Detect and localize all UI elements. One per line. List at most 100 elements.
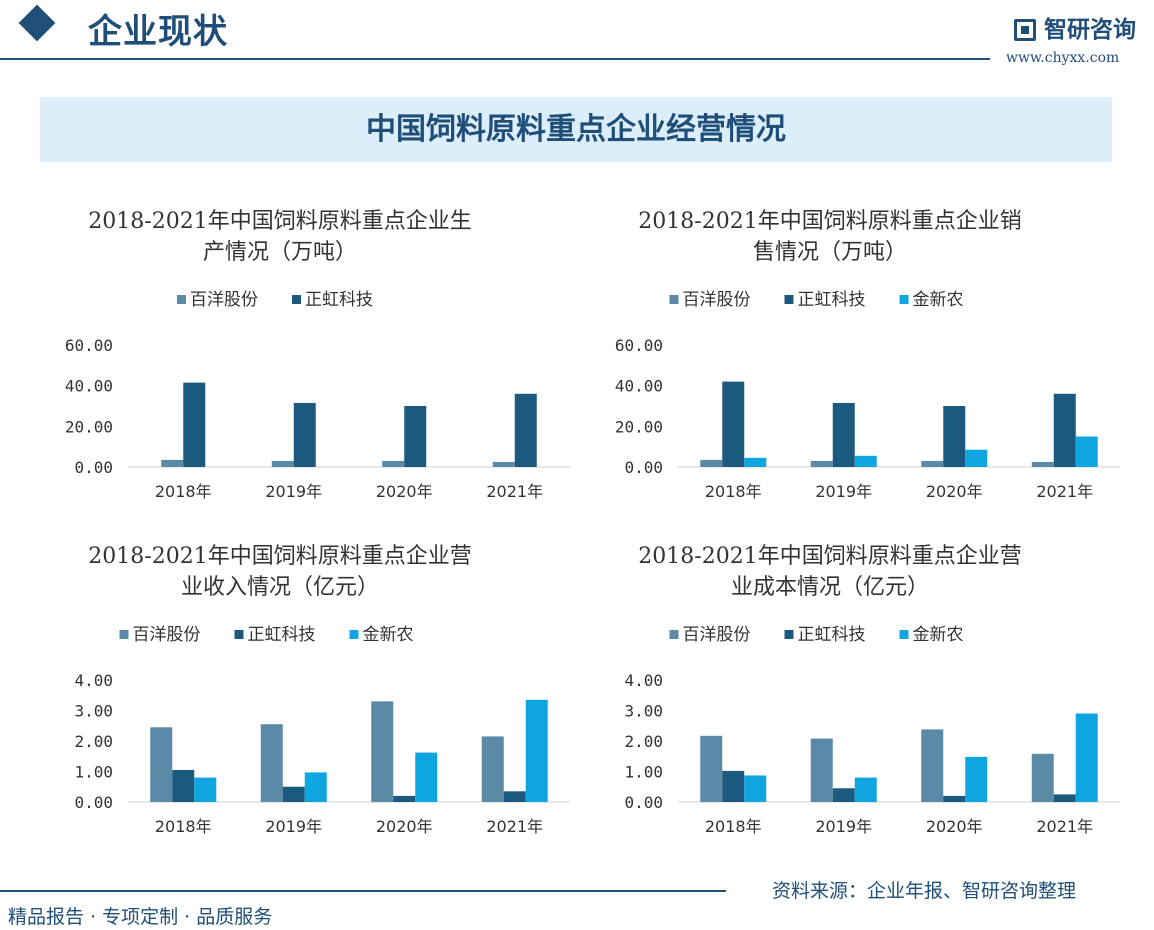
y-tick-label: 4.00 [624,671,663,690]
y-tick-label: 60.00 [65,336,113,355]
chart-title-line: 业成本情况（亿元） [731,575,929,600]
legend-label: 正虹科技 [798,625,866,645]
bar [172,769,195,802]
bar [700,459,723,467]
x-tick-label: 2019年 [265,482,322,501]
bar [492,461,515,467]
chart-title-line: 2018-2021年中国饲料原料重点企业生 [88,209,471,234]
y-tick-label: 0.00 [624,458,663,477]
x-tick-label: 2019年 [265,817,322,836]
x-tick-label: 2020年 [926,817,983,836]
banner-title: 中国饲料原料重点企业经营情况 [366,112,786,147]
chart-title-line: 2018-2021年中国饲料原料重点企业销 [638,209,1021,234]
x-tick-label: 2018年 [705,482,762,501]
bar [371,701,394,802]
legend-label: 百洋股份 [190,290,258,310]
y-tick-label: 0.00 [74,793,113,812]
chart-title-line: 2018-2021年中国饲料原料重点企业营 [638,544,1021,569]
legend-swatch [899,295,909,304]
website-url[interactable]: www.chyxx.com [1006,50,1120,66]
bar [1031,753,1054,802]
bar [722,381,745,467]
legend-label: 百洋股份 [683,625,751,645]
legend-label: 金新农 [363,625,414,645]
x-tick-label: 2021年 [1036,482,1093,501]
x-tick-label: 2019年 [815,817,872,836]
y-tick-label: 40.00 [65,377,113,396]
legend-label: 正虹科技 [248,625,316,645]
y-tick-label: 2.00 [74,732,113,751]
legend-swatch [292,295,301,304]
x-tick-label: 2018年 [155,817,212,836]
footer-source: 资料来源：企业年报、智研咨询整理 [772,880,1077,902]
y-tick-label: 20.00 [615,417,663,436]
chart-title-line: 售情况（万吨） [753,240,907,265]
x-tick-label: 2021年 [486,817,543,836]
bar [1075,436,1098,467]
bar [744,457,767,467]
bar [393,795,416,802]
legend-label: 百洋股份 [683,290,751,310]
logo-icon [1014,19,1036,41]
legend-swatch [784,295,794,304]
bar [744,775,767,802]
logo-text: 智研咨询 [1044,17,1136,43]
legend-swatch [784,630,794,639]
bar [1053,794,1076,802]
bar [854,777,877,802]
bar [382,460,405,467]
legend-label: 正虹科技 [798,290,866,310]
y-tick-label: 60.00 [615,336,663,355]
bar [1075,713,1098,802]
bar [161,459,184,467]
bar [1053,393,1076,467]
footer-slogan: 精品报告 · 专项定制 · 品质服务 [8,906,273,928]
x-tick-label: 2020年 [926,482,983,501]
y-tick-label: 1.00 [74,763,113,782]
bar [700,735,723,802]
x-tick-label: 2020年 [376,482,433,501]
y-tick-label: 40.00 [615,377,663,396]
bar [965,756,988,802]
legend-swatch [234,630,244,639]
legend-label: 正虹科技 [305,290,373,310]
bar [965,449,988,467]
header: 企业现状 智研咨询 www.chyxx.com [0,0,1154,66]
x-tick-label: 2020年 [376,817,433,836]
legend-swatch [349,630,359,639]
bar [150,727,173,802]
bar [503,791,526,802]
bar [921,729,944,802]
bar [194,777,217,802]
legend-swatch [669,295,679,304]
page-title: 企业现状 [88,12,228,52]
x-tick-label: 2021年 [1036,817,1093,836]
bar [481,736,504,802]
chart-title-line: 2018-2021年中国饲料原料重点企业营 [88,544,471,569]
y-tick-label: 0.00 [74,458,113,477]
bar [304,772,327,802]
y-tick-label: 4.00 [74,671,113,690]
chart-title-line: 业收入情况（亿元） [181,575,379,600]
legend-swatch [899,630,909,639]
legend-label: 金新农 [913,625,964,645]
bar [404,406,427,467]
bar [810,738,833,802]
bar [293,402,316,467]
brand-logo: 智研咨询 [1014,10,1136,44]
bar [832,402,855,467]
y-tick-label: 3.00 [624,702,663,721]
chart-title-line: 产情况（万吨） [203,240,357,265]
bar [1031,461,1054,467]
bar [722,770,745,802]
legend-swatch [177,295,186,304]
bar [854,455,877,467]
bar [832,788,855,802]
bar [921,460,944,467]
y-tick-label: 2.00 [624,732,663,751]
bar [260,724,283,802]
